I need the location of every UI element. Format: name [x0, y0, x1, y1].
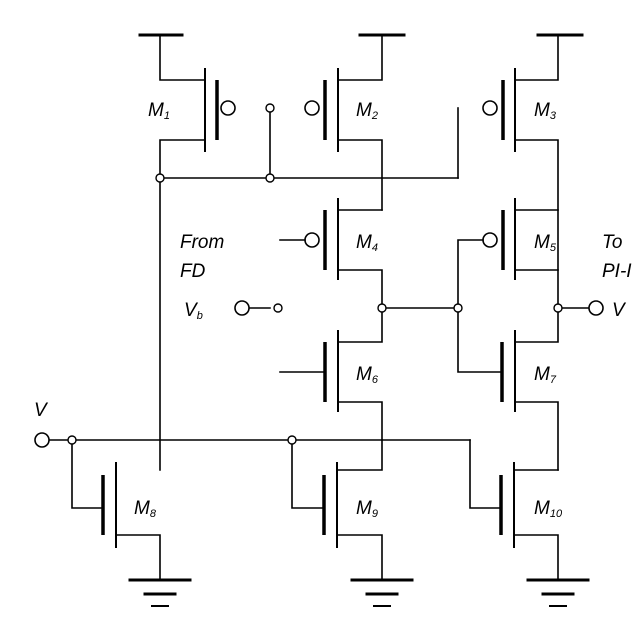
junction-nodes: [67, 103, 563, 445]
label-from-line2: FD: [180, 261, 206, 282]
label-m-top-right: M3: [534, 100, 557, 122]
transistor-mid-left: [279, 198, 383, 309]
transistor-low-right: [500, 307, 559, 471]
label-m-top-left: M1: [148, 100, 170, 122]
ground-right: [526, 578, 590, 607]
bias-wiring: [159, 107, 459, 179]
label-from-line1: From: [180, 232, 224, 253]
label-vbias: Vb: [184, 300, 203, 322]
vdd-rail-mid: [337, 33, 406, 81]
vdd-rail-left: [138, 33, 206, 81]
transistor-bot-left: [101, 462, 161, 581]
transistor-mid-right: [457, 198, 559, 309]
vin-terminal: [34, 432, 50, 448]
label-vin: V: [34, 400, 49, 421]
label-m-top-mid: M2: [356, 100, 378, 122]
label-to-line2: PI-I: [602, 261, 632, 282]
label-m-mid-left: M4: [356, 232, 378, 254]
vout-terminal: [588, 300, 604, 316]
transistor-bot-right: [499, 462, 559, 581]
label-m-bot-mid: M9: [356, 498, 378, 520]
transistor-top-left: [159, 68, 236, 179]
label-to-line1: To: [602, 232, 622, 253]
vbias-terminal: [234, 300, 250, 316]
label-m-mid-right: M5: [534, 232, 557, 254]
ground-left: [128, 578, 192, 607]
transistor-bot-mid: [322, 439, 383, 581]
label-m-low-right: M7: [534, 364, 557, 386]
bias-bus: [47, 177, 501, 509]
label-m-low-left: M6: [356, 364, 379, 386]
label-m-bot-right: M10: [534, 498, 563, 520]
vdd-rail-right: [514, 33, 584, 81]
transistor-low-left: [279, 307, 383, 441]
label-m-bot-left: M8: [134, 498, 157, 520]
ground-mid: [350, 578, 414, 607]
transistor-top-mid: [304, 68, 383, 211]
middle-node-wiring: [249, 307, 589, 373]
label-vout: V: [612, 300, 627, 321]
transistor-top-right: [482, 68, 559, 309]
